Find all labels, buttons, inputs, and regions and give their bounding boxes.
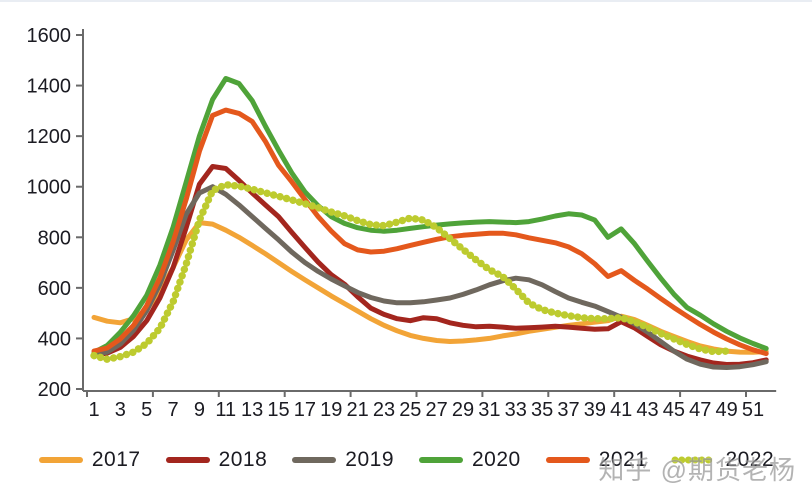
x-tick-label: 23 xyxy=(373,399,395,421)
y-tick-label: 400 xyxy=(38,328,71,350)
x-tick-label: 37 xyxy=(557,399,579,421)
x-tick-label: 43 xyxy=(636,399,658,421)
series-line-2022 xyxy=(90,181,731,363)
series-line-2020 xyxy=(91,76,769,355)
legend-item-2022: 2022 xyxy=(671,448,774,472)
x-tick-label: 1 xyxy=(88,399,99,421)
series-line-2021 xyxy=(91,107,769,357)
x-tick-label: 9 xyxy=(194,399,205,421)
x-tick-label: 27 xyxy=(426,399,448,421)
y-tick-label: 600 xyxy=(38,278,71,300)
x-tick-label: 13 xyxy=(241,399,263,421)
x-tick-label: 51 xyxy=(742,399,764,421)
x-tick-label: 47 xyxy=(689,399,711,421)
legend-item-2017: 2017 xyxy=(38,448,141,472)
x-tick-label: 3 xyxy=(115,399,126,421)
legend-swatch-2020 xyxy=(419,457,463,463)
series-line-2019 xyxy=(91,184,769,370)
x-tick-label: 39 xyxy=(584,399,606,421)
x-tick-label: 21 xyxy=(346,399,368,421)
x-tick-label: 19 xyxy=(320,399,342,421)
y-tick-label: 1400 xyxy=(27,76,72,98)
x-tick-label: 31 xyxy=(478,399,500,421)
x-tick-label: 25 xyxy=(399,399,421,421)
x-tick-label: 5 xyxy=(141,399,152,421)
legend-label-2020: 2020 xyxy=(472,448,521,471)
legend-label-2021: 2021 xyxy=(598,448,648,471)
x-tick-label: 33 xyxy=(505,399,527,421)
x-tick-label: 15 xyxy=(267,399,289,421)
y-tick-label: 1200 xyxy=(27,126,72,148)
legend-item-2020: 2020 xyxy=(418,448,521,472)
legend-item-2018: 2018 xyxy=(165,448,268,472)
y-tick-label: 800 xyxy=(38,227,71,249)
y-tick-label: 1000 xyxy=(27,177,72,199)
x-tick-label: 41 xyxy=(610,399,632,421)
chart-legend: 2017 2018 2019 2020 2021 2022 xyxy=(0,448,812,472)
x-tick-label: 49 xyxy=(716,399,738,421)
legend-swatch-2021 xyxy=(545,457,590,463)
x-tick-label: 45 xyxy=(663,399,685,421)
legend-swatch-2022 xyxy=(671,456,717,464)
x-tick-label: 29 xyxy=(452,399,474,421)
legend-label-2017: 2017 xyxy=(91,448,141,471)
legend-swatch-2018 xyxy=(165,457,210,463)
legend-label-2019: 2019 xyxy=(345,448,394,471)
x-tick-label: 11 xyxy=(215,399,236,421)
x-tick-label: 7 xyxy=(168,399,179,421)
legend-item-2019: 2019 xyxy=(291,448,394,472)
legend-item-2021: 2021 xyxy=(545,448,648,472)
legend-swatch-2017 xyxy=(38,457,83,463)
x-tick-label: 35 xyxy=(531,399,553,421)
legend-label-2018: 2018 xyxy=(218,448,268,471)
legend-label-2022: 2022 xyxy=(725,448,775,471)
y-tick-label: 1600 xyxy=(27,25,72,47)
x-tick-label: 17 xyxy=(294,399,316,421)
y-tick-label: 200 xyxy=(38,379,71,401)
legend-swatch-2019 xyxy=(292,457,337,463)
series-line-2018 xyxy=(91,164,769,367)
